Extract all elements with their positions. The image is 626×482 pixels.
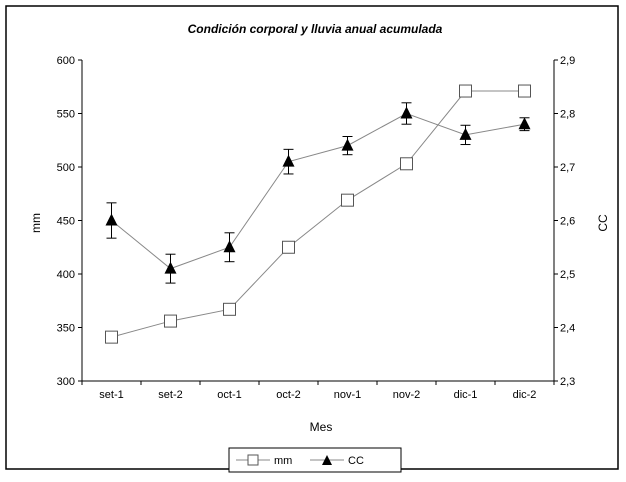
x-axis-label: Mes	[310, 420, 333, 434]
legend-marker-mm	[247, 454, 259, 466]
x-tick-label: nov-2	[393, 389, 421, 401]
mm-point	[400, 157, 413, 171]
y-tick-label: 350	[57, 323, 75, 335]
cc-point	[282, 154, 295, 167]
cc-point	[518, 117, 531, 130]
cc-point	[400, 106, 413, 119]
cc-point	[341, 138, 354, 151]
legend-label-cc: CC	[348, 455, 364, 467]
x-tick-label: set-2	[158, 389, 182, 401]
mm-point	[518, 84, 531, 98]
mm-point	[341, 193, 354, 207]
y2-tick-label: 2,3	[560, 376, 575, 388]
x-tick-label: oct-2	[276, 389, 300, 401]
mm-point	[459, 84, 472, 98]
chart-title: Condición corporal y lluvia anual acumul…	[188, 22, 443, 36]
cc-point	[223, 240, 236, 253]
y-tick-label: 400	[57, 269, 75, 281]
y-axis-label: mm	[29, 213, 43, 233]
y2-tick-label: 2,9	[560, 55, 575, 67]
mm-point	[164, 314, 177, 328]
legend: mm CC	[228, 447, 402, 473]
y2-tick-label: 2,8	[560, 109, 575, 121]
mm-point	[282, 240, 295, 254]
mm-point	[105, 330, 118, 344]
x-tick-label: dic-2	[513, 389, 537, 401]
y2-tick-label: 2,5	[560, 269, 575, 281]
x-tick-label: oct-1	[217, 389, 241, 401]
y2-tick-label: 2,6	[560, 216, 575, 228]
y-tick-label: 450	[57, 216, 75, 228]
chart-border	[5, 5, 619, 470]
series-mm-line	[111, 90, 525, 338]
mm-point	[223, 302, 236, 316]
x-tick-label: nov-1	[334, 389, 362, 401]
cc-point	[164, 261, 177, 274]
cc-point	[105, 213, 118, 226]
y-tick-label: 550	[57, 109, 75, 121]
series-cc-line	[111, 112, 525, 270]
marks-group	[105, 84, 531, 344]
y2-axis-label: CC	[596, 214, 610, 232]
legend-label-mm: mm	[274, 455, 292, 467]
legend-marker-cc	[322, 455, 332, 465]
y2-tick-label: 2,4	[560, 323, 575, 335]
y-tick-label: 600	[57, 55, 75, 67]
axes-group: 300 350 400 450 500 550 600 2,3 2,4 2,5 2,6 2,7 2,8 2…	[57, 55, 576, 401]
x-tick-label: dic-1	[454, 389, 478, 401]
y-tick-label: 500	[57, 162, 75, 174]
x-tick-label: set-1	[99, 389, 123, 401]
cc-point	[459, 127, 472, 140]
y-tick-label: 300	[57, 376, 75, 388]
y2-tick-label: 2,7	[560, 162, 575, 174]
